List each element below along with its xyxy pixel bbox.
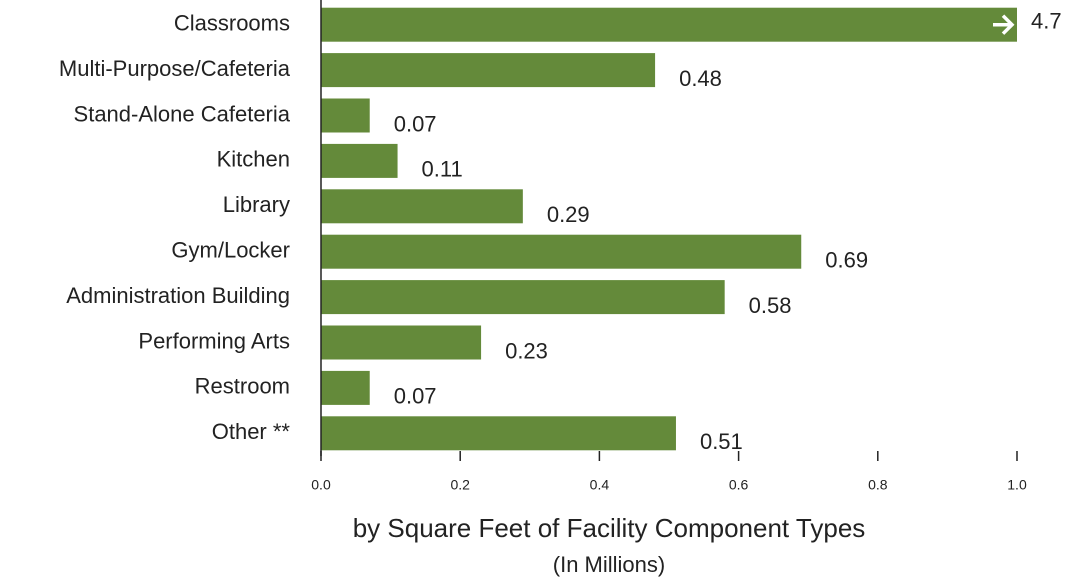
category-label: Library	[223, 192, 290, 217]
category-label: Restroom	[195, 374, 290, 399]
x-tick-label: 0.0	[311, 477, 331, 493]
category-label: Stand-Alone Cafeteria	[74, 101, 291, 126]
data-label: 0.48	[679, 66, 722, 91]
data-label: 0.23	[505, 338, 548, 363]
bar	[321, 234, 802, 269]
category-label: Other **	[212, 419, 291, 444]
data-label: 0.07	[394, 384, 437, 409]
bar	[321, 7, 1017, 42]
data-label: 0.07	[394, 111, 437, 136]
category-label: Performing Arts	[138, 328, 290, 353]
overflow-arrow	[993, 14, 1015, 35]
data-label: 0.11	[422, 157, 463, 182]
x-tick-label: 0.2	[450, 477, 470, 493]
category-label: Multi-Purpose/Cafeteria	[59, 56, 291, 81]
bar	[321, 416, 676, 451]
data-label: 0.58	[749, 293, 792, 318]
x-tick-label: 0.8	[868, 477, 888, 493]
x-tick-label: 0.4	[590, 477, 610, 493]
category-label: Classrooms	[174, 11, 290, 36]
bar	[321, 98, 370, 133]
x-axis-title: by Square Feet of Facility Component Typ…	[353, 513, 866, 543]
data-label: 0.69	[825, 248, 868, 273]
x-axis-subtitle: (In Millions)	[553, 552, 665, 577]
x-tick-label: 1.0	[1007, 477, 1027, 493]
plot-area	[321, 7, 1017, 451]
x-tick-label: 0.6	[729, 477, 749, 493]
bar	[321, 325, 482, 360]
data-label: 4.7	[1031, 9, 1062, 34]
bar	[321, 53, 656, 88]
category-label: Administration Building	[66, 283, 290, 308]
category-label: Gym/Locker	[171, 238, 290, 263]
bar	[321, 143, 398, 178]
category-label: Kitchen	[217, 147, 290, 172]
bar	[321, 370, 370, 405]
data-label: 0.51	[700, 429, 743, 454]
bar	[321, 189, 523, 224]
bar	[321, 280, 725, 315]
data-label: 0.29	[547, 202, 590, 227]
